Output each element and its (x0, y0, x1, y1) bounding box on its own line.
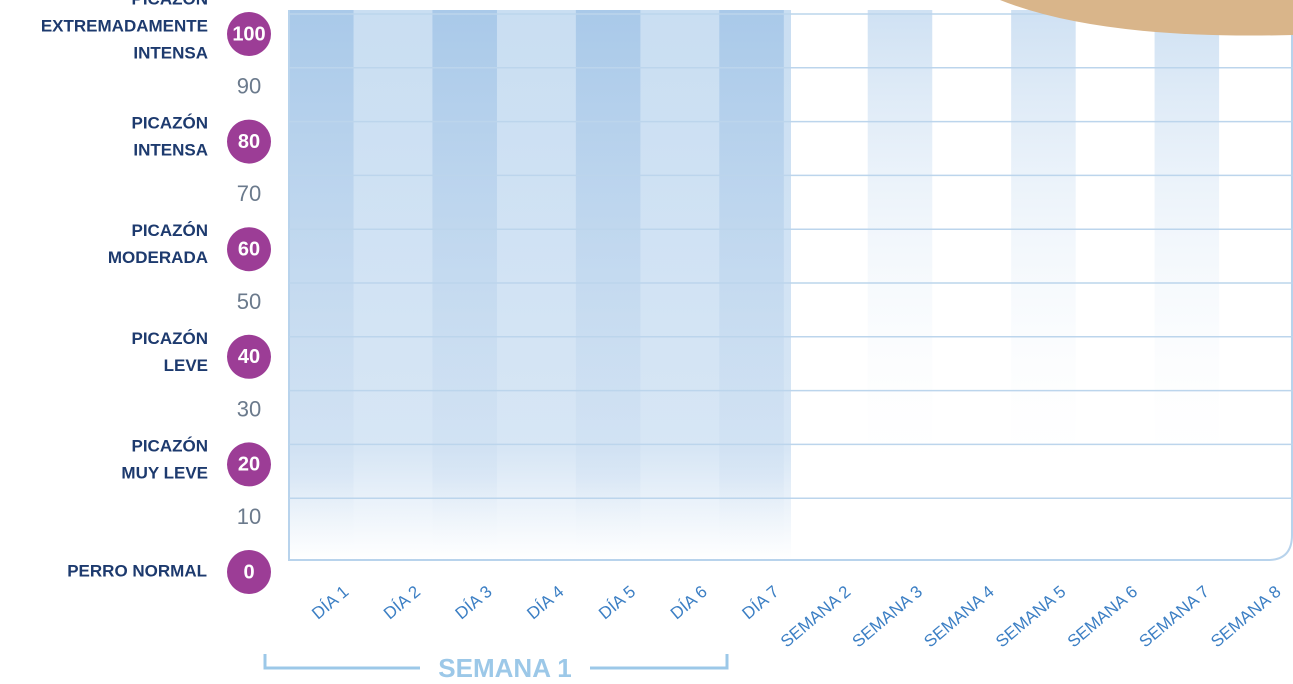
y-tick-label: 30 (237, 396, 261, 421)
y-tick-label: 0 (243, 561, 254, 583)
scale-label: INTENSA (133, 43, 208, 62)
scale-label: PICAZÓN (132, 329, 209, 348)
scale-label: EXTREMADAMENTE (41, 16, 208, 35)
scale-label: MODERADA (108, 248, 208, 267)
column-stripe (1155, 10, 1220, 490)
chart: 0 10 20 30 40 50 60 70 80 90 100 PICAZÓN EXTREMADAME… (0, 0, 1293, 684)
y-tick-label: 40 (238, 346, 260, 368)
scale-label: PICAZÓN (132, 114, 209, 133)
y-tick-label: 20 (238, 454, 260, 476)
y-tick-label: 50 (237, 289, 261, 314)
x-tick-label: DÍA 7 (739, 582, 783, 623)
x-tick-label: SEMANA 4 (920, 582, 997, 651)
x-tick-label: DÍA 2 (380, 582, 424, 623)
scale-label: PICAZÓN (132, 436, 209, 455)
x-tick-label: SEMANA 2 (777, 582, 854, 651)
column-stripe (868, 10, 933, 490)
group-label: SEMANA 1 (438, 653, 571, 683)
scale-label: LEVE (164, 356, 208, 375)
column-stripe (719, 10, 784, 560)
x-tick-label: DÍA 5 (595, 582, 639, 623)
x-tick-label: DÍA 1 (308, 582, 352, 623)
y-tick-label: 70 (237, 181, 261, 206)
scale-label: PICAZÓN (132, 221, 209, 240)
y-tick-label: 60 (238, 238, 260, 260)
x-tick-label: DÍA 6 (667, 582, 711, 623)
x-tick-label: DÍA 3 (452, 582, 496, 623)
y-tick-label: 90 (237, 74, 261, 99)
x-tick-label: SEMANA 3 (849, 582, 926, 651)
column-stripe (576, 10, 641, 560)
group-shading (289, 10, 791, 560)
x-tick-label: SEMANA 7 (1136, 582, 1213, 651)
scale-label: MUY LEVE (121, 463, 208, 482)
x-tick-label: SEMANA 6 (1064, 582, 1141, 651)
scale-label: INTENSA (133, 141, 208, 160)
y-tick-label: 10 (237, 504, 261, 529)
column-stripe (1011, 10, 1076, 490)
x-tick-label: SEMANA 8 (1207, 582, 1284, 651)
y-tick-label: 100 (232, 23, 265, 45)
y-tick-label: 80 (238, 131, 260, 153)
column-stripe (432, 10, 497, 560)
scale-label: PICAZÓN (132, 0, 209, 8)
column-stripe (289, 10, 354, 560)
x-tick-label: DÍA 4 (523, 582, 567, 623)
x-tick-label: SEMANA 5 (992, 582, 1069, 651)
scale-label: PERRO NORMAL (67, 561, 207, 580)
